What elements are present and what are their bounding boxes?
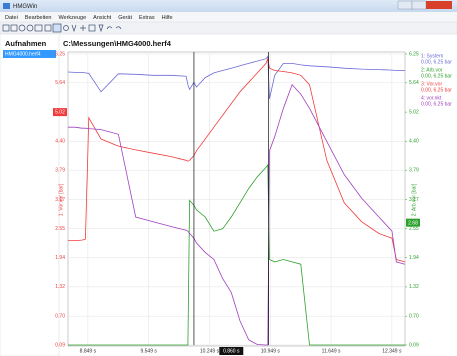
legend-name: 1: System [421, 53, 443, 59]
tool-zoom-out[interactable] [26, 24, 34, 32]
sidebar [0, 33, 60, 356]
tool-pan[interactable] [71, 24, 77, 33]
menu-item[interactable]: Bearbeiten [25, 15, 52, 21]
menu: Datei Bearbeiten Werkzeuge Ansicht Gerät Extr… [5, 15, 173, 21]
y-tick-label: 6.25 [55, 51, 65, 57]
tool-save[interactable] [10, 24, 18, 32]
y2-tick-label: 6.25 [409, 51, 419, 57]
tool-undo[interactable] [106, 26, 113, 30]
x-tick-label: 10.949 s [261, 348, 281, 354]
series-line [68, 83, 406, 346]
cursor-delta-box [219, 347, 244, 355]
y-tick-label: 2.55 [55, 226, 65, 232]
plot: 6.25 5.64 4.40 3.79 3.17 2.55 1.94 1.32 0.70 0.09… [53, 51, 452, 355]
x-tick-label: 8.849 s [80, 348, 97, 354]
x-tick-label: 12.349 s [382, 348, 402, 354]
legend-range: 0.00, 6.25 bar [421, 101, 452, 107]
legend-range: 0.00, 6.25 bar [421, 73, 452, 79]
tool-search[interactable] [63, 25, 69, 31]
y2-tick-label: 5.64 [409, 80, 419, 86]
close-button[interactable] [426, 1, 452, 9]
cursor-delta: 0.860 s [223, 349, 240, 355]
y2-readout: 2.68 [408, 220, 418, 226]
tool-redo[interactable] [115, 26, 122, 30]
y-tick-label: 1.32 [55, 284, 65, 290]
minimize-button[interactable] [397, 0, 413, 10]
series-line [68, 57, 406, 263]
tool-zoom-in[interactable] [18, 24, 26, 32]
y2-tick-label: 1.94 [409, 255, 419, 261]
series-line [68, 163, 405, 346]
tool-chart[interactable] [52, 23, 62, 33]
menu-item[interactable]: Hilfe [162, 15, 173, 21]
menu-item[interactable]: Werkzeuge [58, 15, 86, 21]
x-tick-label: 11.649 s [322, 348, 341, 354]
window-title: HMGWin [13, 4, 37, 10]
y2-readout-box [406, 218, 420, 227]
y-readout-box [53, 108, 67, 117]
y-tick-label: 0.09 [55, 342, 65, 348]
chart-title: C:\Messungen\HMG4000.herf4 [63, 39, 172, 48]
sidebar-item-selected[interactable] [3, 50, 56, 58]
y2-tick-label: 1.32 [409, 284, 419, 290]
tool-frame[interactable] [88, 24, 96, 32]
sidebar-item[interactable]: HMG4000.herf4 [5, 52, 41, 58]
x-tick-label: 10.249 s [200, 348, 220, 354]
y2-tick-label: 2.55 [409, 226, 419, 232]
tool-table[interactable] [44, 24, 52, 32]
app-icon [3, 3, 10, 9]
y2-tick-label: 4.40 [409, 139, 419, 145]
legend-name: 3: Vor.vor [421, 81, 442, 87]
y-tick-label: 3.17 [55, 197, 65, 203]
title-bar [0, 0, 457, 12]
menu-item[interactable]: Datei [5, 15, 18, 21]
series-line [67, 55, 405, 99]
y2-tick-label: 0.09 [409, 342, 419, 348]
menu-bar [0, 12, 457, 22]
tool-open[interactable] [2, 24, 10, 32]
y-tick-label: 0.70 [55, 314, 65, 320]
maximize-button[interactable] [411, 0, 427, 10]
y2-axis-label: 2: Arb.vor [bar] [411, 183, 417, 216]
y-tick-label: 4.40 [55, 139, 65, 145]
y2-tick-label: 3.17 [409, 197, 419, 203]
legend-name: 4: vor.nkt [421, 95, 442, 101]
y-tick-label: 3.79 [55, 168, 65, 174]
y-tick-label: 5.64 [55, 80, 65, 86]
menu-item[interactable]: Ansicht [93, 15, 112, 21]
y2-tick-label: 3.79 [409, 168, 419, 174]
legend-range: 0.00, 6.25 bar [421, 59, 452, 65]
toolbar [0, 21, 457, 35]
menu-item[interactable]: Gerät [118, 15, 132, 21]
y2-tick-label: 0.70 [409, 314, 419, 320]
menu-item[interactable]: Extras [139, 15, 155, 21]
y-axis-label: 1: Vor.vor [bar] [58, 183, 64, 216]
sidebar-title: Aufnahmen [5, 39, 47, 48]
tool-star[interactable] [98, 24, 104, 33]
y2-tick-label: 5.02 [409, 109, 419, 115]
y-tick-label: 1.94 [55, 255, 65, 261]
legend-name: 2: Arb.vor [421, 67, 443, 73]
y-readout: 5.02 [55, 110, 65, 116]
legend-range: 0.00, 6.25 bar [421, 87, 452, 93]
toolbar-icons [2, 23, 122, 33]
plot-area [67, 51, 406, 347]
tool-grid[interactable] [34, 24, 43, 32]
tool-cursor[interactable] [80, 25, 86, 31]
x-tick-label: 9.549 s [140, 348, 157, 354]
